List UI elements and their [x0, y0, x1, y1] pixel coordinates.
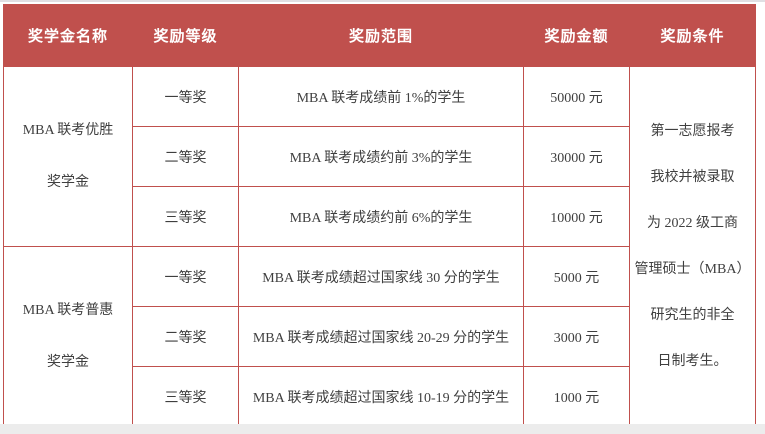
cell-level: 一等奖: [132, 66, 239, 127]
cell-scope: MBA 联考成绩超过国家线 30 分的学生: [238, 246, 524, 307]
header-cell-award-condition: 奖励条件: [629, 4, 756, 67]
cell-scope: MBA 联考成绩约前 6%的学生: [238, 186, 524, 247]
cell-level: 一等奖: [132, 246, 239, 307]
cell-level: 三等奖: [132, 366, 239, 427]
top-edge-strip: [0, 0, 765, 2]
header-cell-award-level: 奖励等级: [132, 4, 239, 67]
table-row: MBA 联考普惠 奖学金 一等奖 MBA 联考成绩超过国家线 30 分的学生 5…: [3, 246, 756, 427]
cell-amount: 50000 元: [523, 66, 630, 127]
cell-level: 二等奖: [132, 126, 239, 187]
cell-scholarship-name-group2: MBA 联考普惠 奖学金: [3, 246, 133, 427]
table-row: 二等奖 MBA 联考成绩约前 3%的学生 30000 元: [4, 126, 756, 187]
table-row: MBA 联考优胜 奖学金 一等奖 MBA 联考成绩前 1%的学生 50000 元…: [3, 66, 756, 427]
cell-scope: MBA 联考成绩约前 3%的学生: [238, 126, 524, 187]
scholarship-table: 奖学金名称 奖励等级 奖励范围 奖励金额 奖励条件 MBA 联考优胜 奖学金 一…: [3, 4, 756, 427]
header-cell-scholarship-name: 奖学金名称: [3, 4, 133, 67]
cell-amount: 3000 元: [523, 306, 630, 367]
cell-amount: 30000 元: [523, 126, 630, 187]
cell-award-condition: 第一志愿报考 我校并被录取 为 2022 级工商 管理硕士（MBA） 研究生的非…: [629, 66, 756, 427]
table-row: 三等奖 MBA 联考成绩约前 6%的学生 10000 元: [4, 186, 756, 247]
cell-scholarship-name-group1: MBA 联考优胜 奖学金: [3, 66, 133, 247]
table-row: 三等奖 MBA 联考成绩超过国家线 10-19 分的学生 1000 元: [4, 366, 756, 427]
cell-amount: 1000 元: [523, 366, 630, 427]
header-cell-award-scope: 奖励范围: [238, 4, 524, 67]
cell-scope: MBA 联考成绩超过国家线 20-29 分的学生: [238, 306, 524, 367]
bottom-strip: [0, 424, 765, 434]
cell-scope: MBA 联考成绩前 1%的学生: [238, 66, 524, 127]
cell-level: 二等奖: [132, 306, 239, 367]
cell-level: 三等奖: [132, 186, 239, 247]
cell-amount: 10000 元: [523, 186, 630, 247]
cell-scope: MBA 联考成绩超过国家线 10-19 分的学生: [238, 366, 524, 427]
cell-amount: 5000 元: [523, 246, 630, 307]
table-row: 二等奖 MBA 联考成绩超过国家线 20-29 分的学生 3000 元: [4, 306, 756, 367]
header-cell-award-amount: 奖励金额: [523, 4, 630, 67]
header-row: 奖学金名称 奖励等级 奖励范围 奖励金额 奖励条件: [3, 4, 756, 67]
